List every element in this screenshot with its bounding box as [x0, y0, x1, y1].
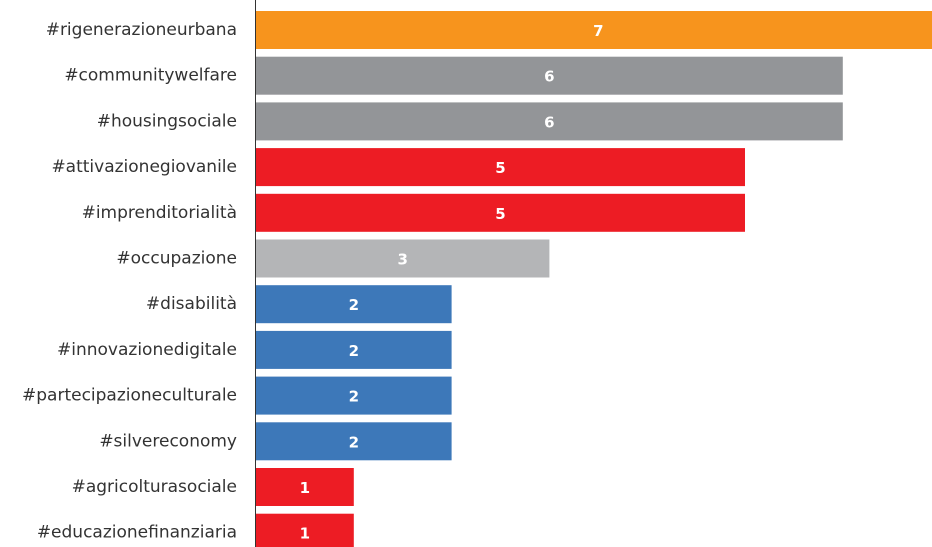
value-label: 2 — [349, 342, 359, 360]
category-label: #occupazione — [116, 249, 237, 269]
value-label: 2 — [349, 296, 359, 314]
bar — [256, 102, 843, 141]
category-label: #silvereconomy — [99, 431, 237, 451]
value-label: 1 — [300, 479, 310, 497]
value-label: 3 — [397, 251, 407, 269]
bar — [256, 193, 745, 232]
bar — [256, 513, 354, 547]
bar — [256, 56, 843, 95]
value-label: 5 — [495, 205, 505, 223]
bar — [256, 376, 452, 415]
category-label: #communitywelfare — [64, 66, 237, 86]
value-label: 7 — [593, 22, 603, 40]
category-labels: #rigenerazioneurbana #communitywelfare #ho… — [22, 20, 237, 543]
bar — [256, 330, 452, 369]
category-label: #innovazionedigitale — [57, 340, 237, 360]
value-label: 2 — [349, 388, 359, 406]
bar — [256, 468, 354, 506]
value-label: 6 — [544, 68, 554, 86]
value-label: 2 — [349, 433, 359, 451]
value-label: 6 — [544, 113, 554, 131]
category-label: #educazionefinanziaria — [37, 523, 237, 543]
bar — [256, 239, 550, 278]
category-label: #agricolturasociale — [72, 477, 237, 497]
value-labels: 7 6 6 5 5 3 2 2 2 2 1 1 — [300, 22, 604, 543]
category-label: #imprenditorialità — [82, 203, 237, 223]
category-label: #rigenerazioneurbana — [46, 20, 237, 40]
value-label: 1 — [300, 525, 310, 543]
category-label: #housingsociale — [97, 111, 237, 131]
bar — [256, 285, 452, 324]
bar — [256, 148, 745, 187]
bar — [256, 422, 452, 461]
category-label: #attivazionegiovanile — [51, 157, 237, 177]
value-label: 5 — [495, 159, 505, 177]
bars-layer — [256, 11, 932, 547]
category-label: #partecipazioneculturale — [22, 386, 237, 406]
bar — [256, 11, 932, 49]
category-label: #disabilità — [146, 294, 237, 314]
